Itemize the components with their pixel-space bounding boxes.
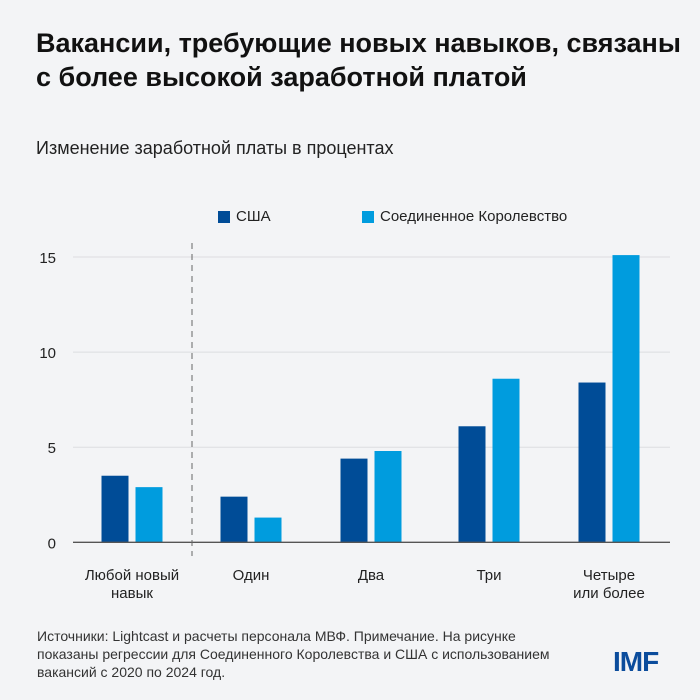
x-tick-label: Четыре xyxy=(583,567,635,584)
legend-swatch-uk xyxy=(362,210,374,223)
bar-usa xyxy=(458,426,486,543)
x-tick-label: навык xyxy=(111,585,153,602)
imf-logo: IMF xyxy=(613,646,659,677)
legend-swatch-usa xyxy=(218,210,230,223)
y-tick-label: 5 xyxy=(48,440,56,457)
bar-usa xyxy=(578,382,606,543)
chart-subtitle: Изменение заработной платы в процентах xyxy=(36,138,394,158)
x-tick-label: Два xyxy=(358,567,385,584)
legend-item-usa: США xyxy=(218,208,271,225)
y-tick-label: 0 xyxy=(48,535,56,552)
bar-uk xyxy=(254,517,282,543)
x-tick-label: Три xyxy=(476,567,501,584)
footnote: Источники: Lightcast и расчеты персонала… xyxy=(37,628,550,680)
bar-uk xyxy=(492,378,520,543)
bar-uk xyxy=(374,451,402,543)
x-tick-label: Любой новый xyxy=(85,567,179,584)
bar-usa xyxy=(340,458,368,543)
y-tick-label: 10 xyxy=(39,345,56,362)
legend-label-uk: Соединенное Королевство xyxy=(380,208,568,225)
bar-uk xyxy=(612,255,640,543)
chart-title: Вакансии, требующие новых навыков, связа… xyxy=(36,28,681,92)
y-tick-label: 15 xyxy=(39,250,56,267)
x-tick-label: Один xyxy=(233,567,270,584)
x-tick-label: или более xyxy=(573,585,645,602)
legend-item-uk: Соединенное Королевство xyxy=(362,208,567,225)
bar-usa xyxy=(220,496,248,543)
bar-usa xyxy=(101,475,129,543)
bar-uk xyxy=(135,487,163,543)
legend-label-usa: США xyxy=(236,208,271,225)
